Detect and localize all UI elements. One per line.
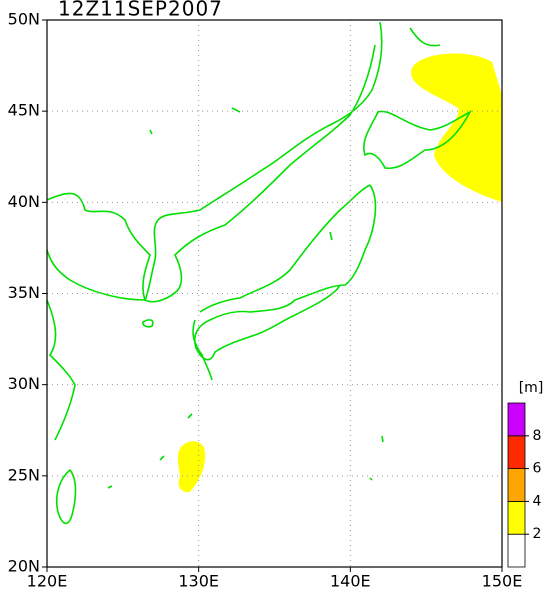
wave-area (411, 53, 502, 202)
wave-fields (178, 53, 502, 493)
y-tick-label: 25N (8, 465, 40, 484)
colorbar-unit: [m] (519, 380, 544, 396)
x-tick-label: 130E (178, 572, 219, 591)
y-tick-label: 40N (8, 192, 40, 211)
y-tick-label: 50N (8, 10, 40, 29)
y-tick-label: 45N (8, 101, 40, 120)
coastline (55, 468, 77, 525)
colorbar-box (507, 533, 526, 568)
coastline (363, 110, 472, 170)
coastlines (46, 21, 472, 525)
y-tick-label: 20N (8, 557, 40, 576)
colorbar-label: 4 (533, 493, 542, 509)
colorbar-label: 8 (533, 428, 542, 444)
colorbar-box (507, 468, 526, 502)
coastline (143, 21, 441, 303)
coastline (107, 107, 384, 489)
x-tick-label: 140E (330, 572, 371, 591)
colorbar-label: 2 (533, 526, 542, 542)
map-title: 12Z11SEP2007 (58, 0, 223, 21)
wave-area (178, 441, 206, 493)
x-tick-label: 120E (27, 572, 68, 591)
y-tick-label: 35N (8, 283, 40, 302)
coastline (194, 184, 377, 361)
coastline (46, 192, 151, 441)
map-frame (46, 19, 503, 568)
coastline (192, 319, 213, 381)
colorbar-box (507, 402, 526, 437)
y-tick-label: 30N (8, 374, 40, 393)
colorbar-box (507, 500, 526, 535)
colorbar-label: 6 (533, 461, 542, 477)
x-tick-label: 150E (482, 572, 523, 591)
colorbar-box (507, 435, 526, 469)
